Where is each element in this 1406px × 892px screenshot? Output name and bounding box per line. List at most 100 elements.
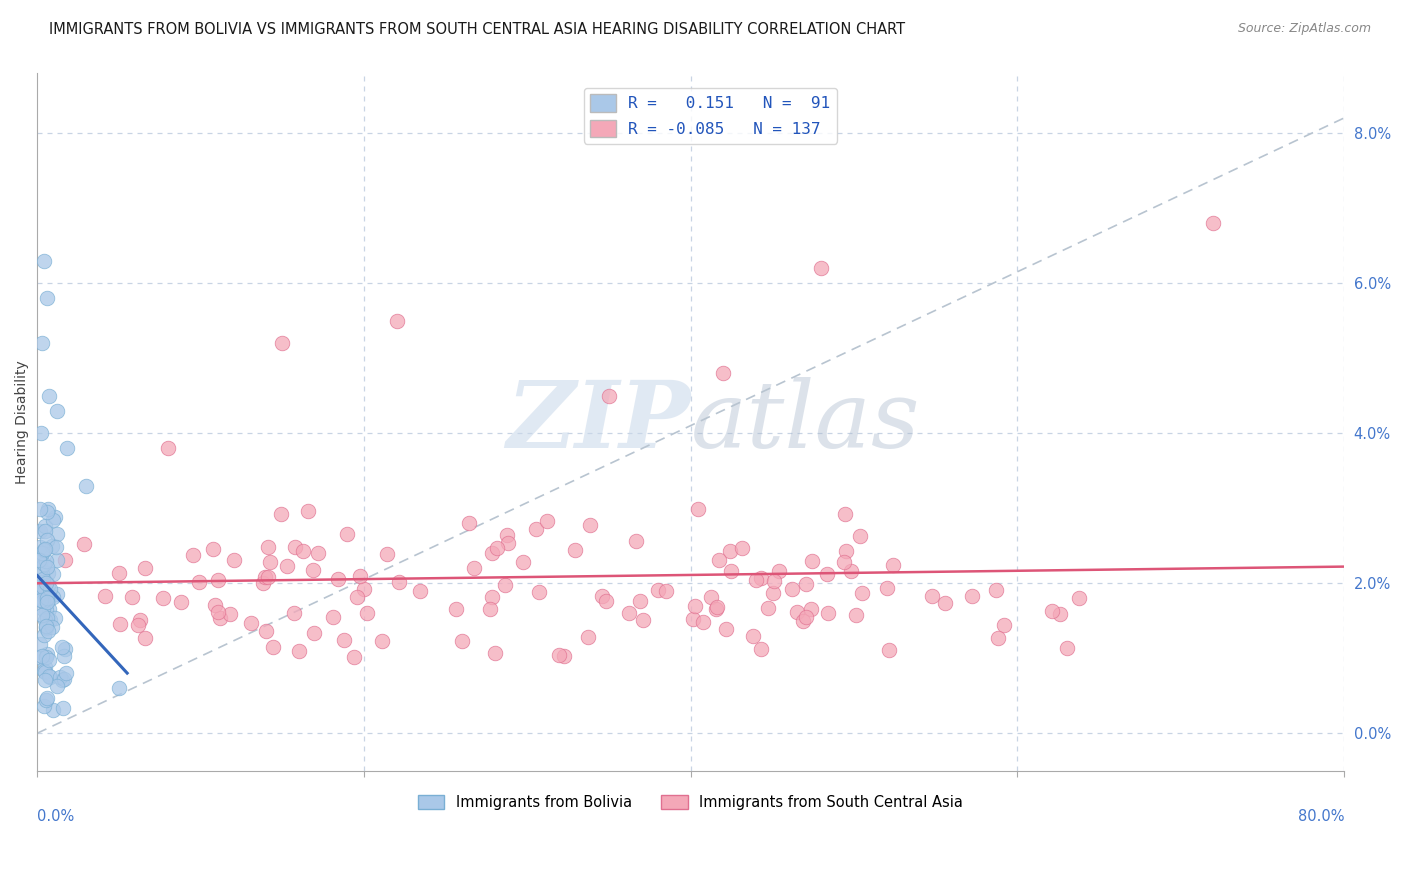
Point (152, 591, 174, 605)
Point (35, 647, 58, 661)
Point (576, 630, 599, 644)
Point (682, 612, 704, 626)
Point (481, 590, 503, 604)
Point (270, 508, 292, 522)
Point (34, 660, 56, 674)
Point (707, 553, 730, 567)
Text: 80.0%: 80.0% (1298, 809, 1344, 824)
Point (451, 633, 474, 648)
Point (276, 559, 298, 574)
Point (34, 524, 56, 538)
Point (801, 554, 824, 568)
Point (38, 668, 60, 682)
Point (32, 664, 55, 678)
Point (731, 541, 754, 555)
Point (496, 535, 519, 549)
Point (30, 426, 52, 441)
Point (31, 566, 53, 581)
Point (851, 586, 873, 600)
Point (800, 602, 823, 616)
Point (762, 586, 785, 600)
Point (28, 591, 51, 606)
Point (481, 546, 503, 560)
Point (31, 546, 53, 560)
Point (654, 584, 676, 599)
Point (129, 614, 152, 628)
Point (993, 618, 1015, 632)
Point (921, 589, 943, 603)
Point (108, 681, 131, 695)
Point (34, 619, 56, 633)
Point (794, 610, 817, 624)
Point (524, 522, 547, 536)
Point (960, 589, 983, 603)
Point (742, 629, 765, 643)
Point (42, 567, 65, 582)
Point (302, 563, 325, 577)
Point (73, 537, 96, 551)
Text: atlas: atlas (690, 376, 920, 467)
Point (700, 590, 723, 604)
Point (49, 670, 72, 684)
Point (749, 642, 772, 657)
Point (683, 599, 706, 613)
Point (711, 366, 734, 380)
Point (768, 564, 790, 578)
Point (794, 577, 817, 591)
Point (28, 553, 51, 567)
Point (45, 527, 67, 541)
Point (32, 542, 55, 557)
Point (35, 650, 58, 665)
Point (34, 613, 56, 627)
Point (39, 582, 62, 596)
Point (35, 595, 58, 609)
Point (219, 607, 242, 622)
Point (595, 594, 617, 608)
Point (297, 504, 319, 518)
Point (758, 601, 780, 615)
Point (718, 544, 741, 558)
Point (32, 572, 55, 586)
Point (37, 502, 59, 516)
Point (38, 653, 60, 667)
Point (28, 637, 51, 651)
Point (288, 644, 311, 658)
Point (356, 606, 378, 620)
Point (716, 622, 738, 636)
Point (34, 698, 56, 713)
Point (53, 553, 76, 567)
Point (720, 564, 742, 578)
Point (387, 575, 409, 590)
Point (55, 441, 77, 455)
Point (42, 703, 65, 717)
Point (32, 253, 55, 268)
Point (37, 593, 59, 607)
Point (44, 510, 66, 524)
Point (409, 583, 432, 598)
Point (346, 591, 368, 605)
Point (591, 589, 613, 603)
Point (458, 516, 481, 530)
Point (45, 403, 67, 417)
Point (31, 336, 53, 351)
Point (536, 514, 558, 528)
Point (564, 543, 586, 558)
Point (786, 605, 808, 619)
Point (744, 573, 766, 587)
Point (51, 640, 73, 654)
Point (762, 574, 785, 588)
Point (1056, 640, 1078, 655)
Point (35, 693, 58, 707)
Point (30, 587, 52, 601)
Point (326, 572, 349, 586)
Point (1069, 591, 1091, 605)
Point (34, 628, 56, 642)
Point (134, 631, 156, 645)
Point (35, 533, 58, 548)
Point (633, 613, 655, 627)
Point (35, 575, 58, 590)
Y-axis label: Hearing Disability: Hearing Disability (15, 360, 30, 483)
Point (134, 560, 156, 574)
Point (30, 502, 52, 516)
Point (984, 583, 1007, 598)
